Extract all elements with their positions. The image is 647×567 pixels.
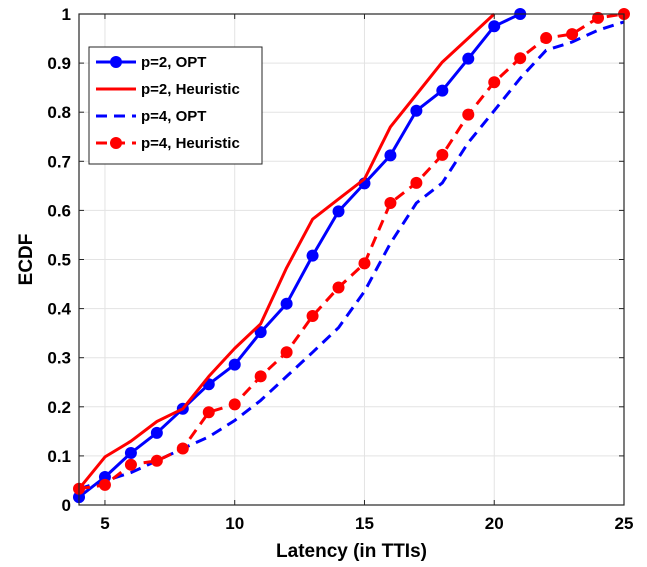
data-point-p-4-heuristic bbox=[514, 52, 527, 65]
legend-item: p=4, OPT bbox=[96, 108, 206, 125]
y-tick-label: 0.1 bbox=[47, 447, 71, 466]
legend-marker bbox=[110, 56, 122, 68]
data-point-p-4-heuristic bbox=[228, 398, 241, 411]
data-point-p-4-heuristic bbox=[254, 370, 267, 383]
y-tick-label: 0.3 bbox=[47, 349, 71, 368]
data-point-p-4-heuristic bbox=[150, 454, 163, 467]
y-tick-label: 0.9 bbox=[47, 54, 71, 73]
data-point-p-2-opt bbox=[488, 20, 501, 33]
data-point-p-4-heuristic bbox=[436, 148, 449, 161]
y-tick-label: 0 bbox=[62, 496, 71, 515]
data-point-p-4-heuristic bbox=[358, 257, 371, 270]
x-tick-label: 10 bbox=[225, 514, 244, 533]
x-tick-label: 15 bbox=[355, 514, 374, 533]
data-point-p-2-opt bbox=[254, 326, 267, 339]
data-point-p-4-heuristic bbox=[384, 197, 397, 210]
data-point-p-2-opt bbox=[280, 297, 293, 310]
data-point-p-4-heuristic bbox=[540, 32, 553, 45]
data-point-p-2-opt bbox=[436, 84, 449, 97]
data-point-p-4-heuristic bbox=[462, 108, 475, 121]
y-tick-label: 0.6 bbox=[47, 201, 71, 220]
legend: p=2, OPT p=2, Heuristic p=4, OPT p=4, Heuri… bbox=[88, 46, 263, 165]
data-point-p-2-opt bbox=[384, 149, 397, 162]
data-point-p-2-opt bbox=[332, 205, 345, 218]
legend-label: p=4, Heuristic bbox=[141, 135, 240, 152]
data-point-p-2-opt bbox=[124, 446, 137, 459]
data-point-p-4-heuristic bbox=[280, 346, 293, 359]
legend-item: p=2, OPT bbox=[96, 54, 206, 71]
data-point-p-4-heuristic bbox=[410, 176, 423, 189]
data-point-p-4-heuristic bbox=[306, 309, 319, 322]
data-point-p-4-heuristic bbox=[124, 458, 137, 471]
data-point-p-2-opt bbox=[150, 426, 163, 439]
data-point-p-4-heuristic bbox=[176, 442, 189, 455]
legend-item: p=4, Heuristic bbox=[96, 135, 240, 152]
legend-label: p=4, OPT bbox=[141, 108, 206, 125]
data-point-p-2-opt bbox=[410, 104, 423, 117]
legend-item: p=2, Heuristic bbox=[96, 81, 240, 98]
x-tick-label: 25 bbox=[615, 514, 634, 533]
y-tick-label: 0.7 bbox=[47, 152, 71, 171]
y-tick-label: 0.8 bbox=[47, 103, 71, 122]
data-point-p-4-heuristic bbox=[332, 281, 345, 294]
y-axis-label: ECDF bbox=[16, 234, 37, 286]
y-tick-label: 0.5 bbox=[47, 251, 71, 270]
series-p-4-heuristic bbox=[73, 8, 630, 495]
data-point-p-4-heuristic bbox=[592, 11, 605, 24]
series-line-p-2-heuristic bbox=[77, 12, 496, 490]
legend-marker bbox=[110, 137, 122, 149]
x-axis-label: Latency (in TTIs) bbox=[276, 541, 427, 562]
series-p-2-heuristic bbox=[77, 12, 496, 490]
legend-label: p=2, OPT bbox=[141, 54, 206, 71]
x-tick-label: 20 bbox=[485, 514, 504, 533]
y-tick-label: 1 bbox=[62, 5, 71, 24]
data-point-p-4-heuristic bbox=[98, 478, 111, 491]
legend-label: p=2, Heuristic bbox=[141, 81, 240, 98]
y-tick-label: 0.4 bbox=[47, 300, 71, 319]
y-tick-label: 0.2 bbox=[47, 398, 71, 417]
series-layer bbox=[73, 8, 630, 504]
data-point-p-4-heuristic bbox=[488, 76, 501, 89]
x-tick-label: 5 bbox=[100, 514, 109, 533]
data-point-p-4-heuristic bbox=[566, 28, 579, 41]
axis-ticks: 5 10 15 20 25 0 0.1 0.2 0.3 0.4 0.5 0.6 0.7 0.8 0.9 1 bbox=[47, 5, 633, 533]
series-line-p-4-heuristic bbox=[78, 12, 625, 491]
data-point-p-2-opt bbox=[228, 358, 241, 371]
data-point-p-2-opt bbox=[462, 52, 475, 65]
data-point-p-2-opt bbox=[306, 249, 319, 262]
data-point-p-4-heuristic bbox=[202, 406, 215, 419]
